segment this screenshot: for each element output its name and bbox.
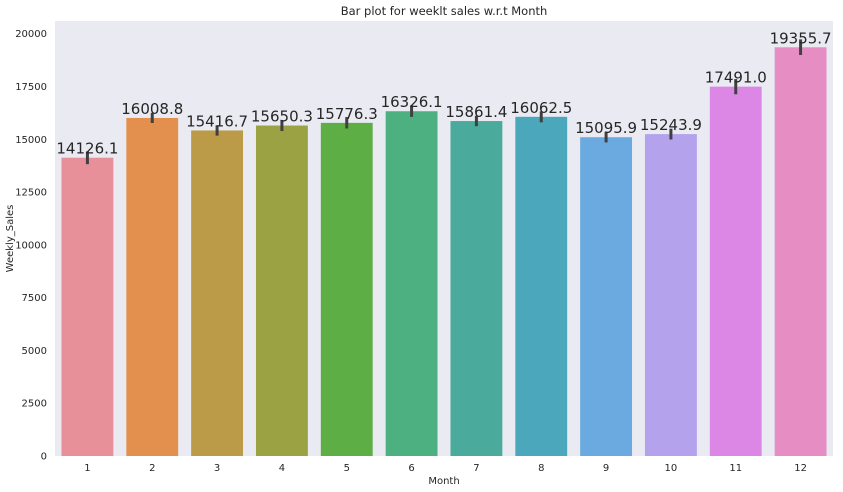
y-tick-label: 10000 [15,240,47,251]
x-tick-label: 7 [473,463,479,474]
y-tick-label: 5000 [22,346,47,357]
data-label: 15861.4 [445,103,507,121]
x-tick-label: 4 [279,463,285,474]
y-tick-label: 17500 [15,82,47,93]
x-tick-label: 1 [84,463,90,474]
bar-month-10 [644,134,697,456]
data-label: 19355.7 [770,29,832,47]
data-label: 17491.0 [705,69,767,87]
y-tick-label: 2500 [22,399,47,410]
y-tick-label: 0 [41,452,47,463]
bar-month-6 [385,111,438,457]
plot-area [55,21,833,456]
y-tick-label: 20000 [15,29,47,40]
x-tick-label: 3 [214,463,220,474]
x-tick-label: 11 [729,463,742,474]
y-tick-label: 7500 [22,293,47,304]
data-label: 15095.9 [575,119,637,137]
y-tick-label: 12500 [15,188,47,199]
bar-month-12 [774,47,827,456]
x-tick-label: 2 [149,463,155,474]
x-tick-label: 5 [344,463,350,474]
bar-month-2 [126,117,179,456]
bar-month-1 [61,157,114,456]
y-tick-label: 15000 [15,135,47,146]
x-tick-label: 9 [603,463,609,474]
bar-month-4 [255,125,308,457]
chart-title: Bar plot for weeklt sales w.r.t Month [341,4,548,18]
y-axis-ticks: 0 2500 5000 7500 10000 12500 15000 17500 20000 [15,29,47,462]
data-label: 15416.7 [186,112,248,130]
x-tick-label: 12 [794,463,807,474]
data-label: 16326.1 [381,93,443,111]
data-label: 15776.3 [316,105,378,123]
bar-month-9 [580,137,633,456]
x-tick-label: 8 [538,463,544,474]
bar-month-3 [191,130,244,456]
bar-month-5 [320,122,373,457]
data-label: 16062.5 [510,99,572,117]
y-axis-label: Weekly_Sales [5,205,16,273]
bars-group [61,47,827,457]
bar-month-11 [709,86,762,456]
data-label: 14126.1 [56,140,118,158]
data-label: 16008.8 [121,100,183,118]
bar-month-8 [515,116,568,457]
x-tick-label: 6 [408,463,414,474]
x-tick-label: 10 [665,463,678,474]
x-axis-label: Month [428,476,459,487]
x-axis-ticks: 1 2 3 4 5 6 7 8 9 10 11 12 [84,463,807,474]
error-bars-group [85,39,803,165]
data-label: 15650.3 [251,108,313,126]
bar-month-7 [450,121,503,456]
data-label: 15243.9 [640,116,702,134]
